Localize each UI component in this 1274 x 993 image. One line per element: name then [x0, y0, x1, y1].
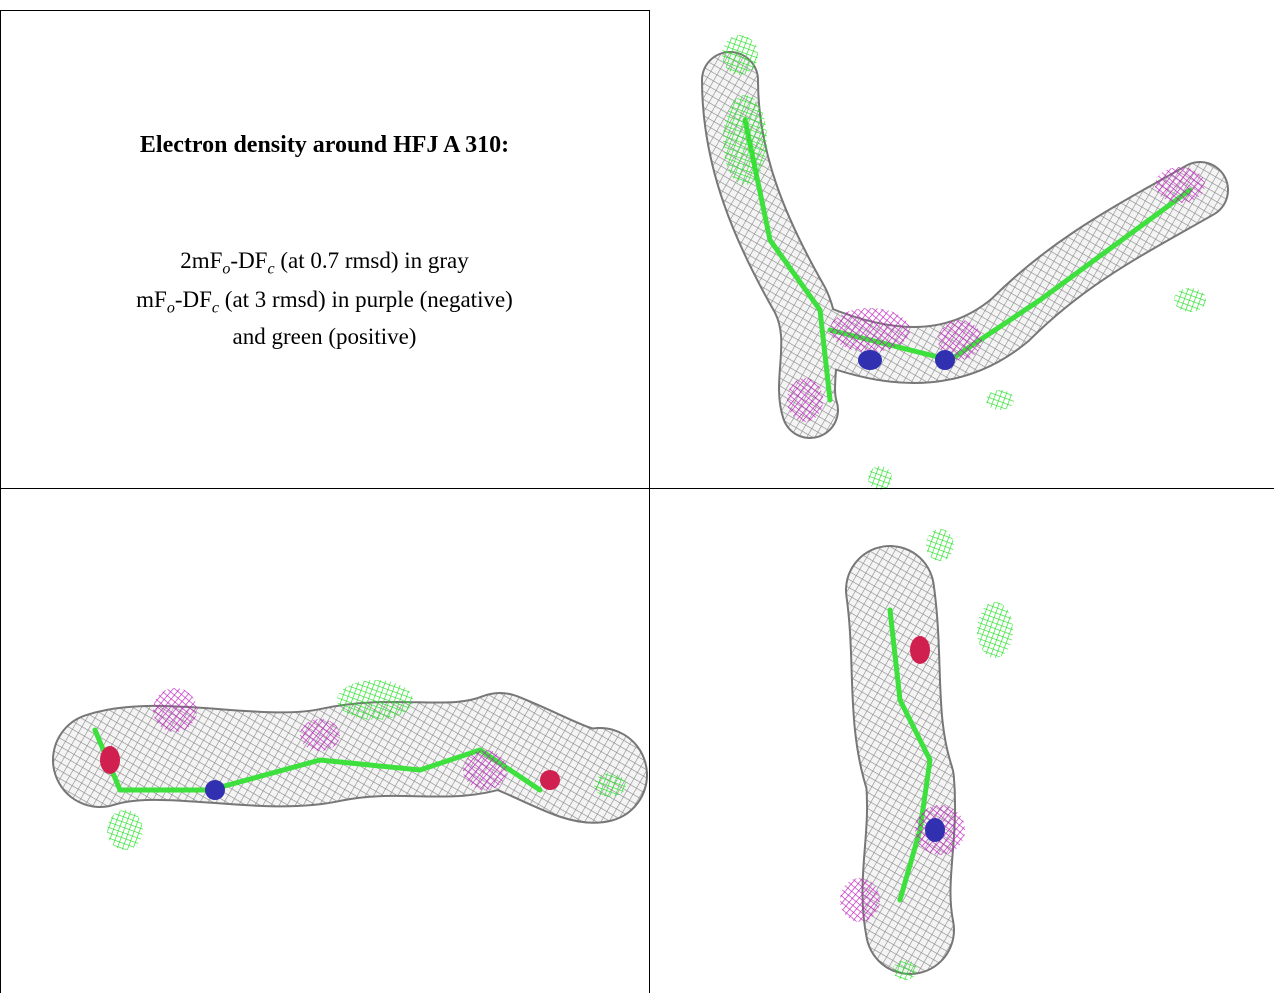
subscript: o [222, 260, 231, 278]
subscript: c [267, 260, 275, 278]
caption-line: 2mFo-DFc (at 0.7 rmsd) in gray [0, 248, 649, 279]
text-run: 2mF [180, 248, 223, 273]
text-run: and green (positive) [232, 324, 417, 349]
caption-title: Electron density around HFJ A 310: [139, 132, 510, 158]
text-run: (at 0.7 rmsd) in gray [274, 248, 469, 273]
caption: Electron density around HFJ A 310: 2mFo-… [0, 10, 649, 488]
text-run: mF [136, 287, 167, 312]
text-run: -DF [230, 248, 268, 273]
density-maps [52, 35, 1229, 980]
subscript: o [166, 299, 175, 317]
text-run: -DF [174, 287, 212, 312]
caption-line: mFo-DFc (at 3 rmsd) in purple (negative) [0, 287, 649, 318]
caption-line: and green (positive) [0, 324, 649, 350]
subscript: c [211, 299, 220, 317]
table-borders [0, 10, 1274, 993]
text-run: (at 3 rmsd) in purple (negative) [219, 287, 513, 312]
